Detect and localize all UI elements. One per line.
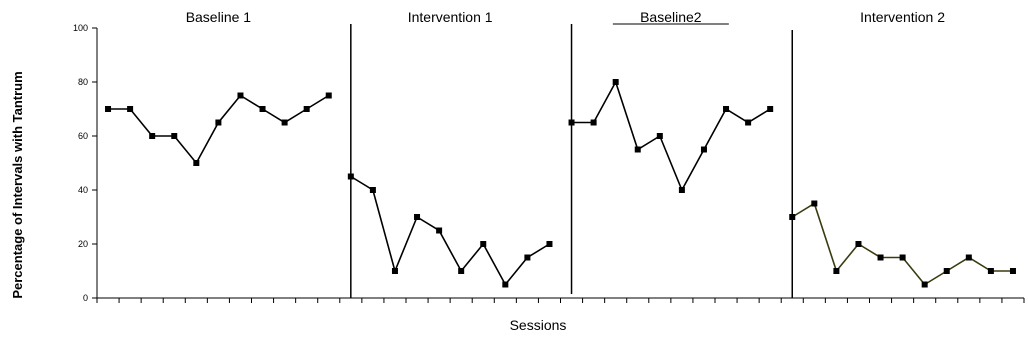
x-axis-label: Sessions (510, 317, 567, 333)
y-tick-label: 20 (78, 239, 88, 249)
phase-label: Baseline 1 (186, 9, 252, 25)
data-point (414, 214, 421, 220)
series-layer (105, 79, 1016, 288)
series-line (350, 175, 550, 286)
y-axis-label: Percentage of Intervals with Tantrum (10, 71, 25, 298)
data-point (833, 268, 840, 274)
data-point (855, 241, 862, 247)
data-point (656, 133, 663, 139)
data-point (347, 173, 354, 180)
data-point (458, 268, 465, 274)
data-point (921, 281, 928, 288)
y-tick-label: 100 (73, 23, 88, 33)
data-point (678, 187, 685, 193)
data-point (127, 106, 134, 112)
data-point (281, 119, 288, 126)
data-point (811, 200, 818, 207)
data-point (634, 146, 641, 153)
data-point (502, 281, 509, 288)
data-point (325, 92, 332, 99)
phase-change-lines (350, 24, 793, 298)
data-point (700, 146, 707, 153)
data-point (237, 92, 244, 99)
data-point (767, 106, 774, 112)
phase-label: Baseline2 (640, 9, 702, 25)
data-point (899, 254, 906, 261)
data-point (723, 106, 730, 112)
data-point (943, 268, 950, 274)
data-point (480, 241, 487, 247)
data-point (789, 214, 796, 220)
data-point (149, 133, 156, 139)
series-line (571, 79, 771, 192)
y-tick-label: 80 (78, 77, 88, 87)
phase-label: Intervention 1 (408, 9, 493, 25)
data-point (1009, 268, 1016, 274)
data-point (590, 119, 597, 126)
data-point (436, 227, 443, 234)
data-point (745, 119, 752, 126)
data-point (568, 119, 575, 126)
phase-labels: Baseline 1 Intervention 1 Baseline2 Interve… (186, 9, 946, 25)
data-point (987, 268, 994, 274)
series-line (108, 94, 330, 165)
data-point (259, 106, 266, 112)
data-point (193, 160, 200, 166)
data-point (303, 106, 310, 112)
phase-label: Intervention 2 (860, 9, 945, 25)
data-point (215, 119, 222, 126)
data-point (546, 241, 553, 247)
data-point (391, 268, 398, 274)
data-point (524, 254, 531, 261)
data-point (612, 79, 619, 85)
data-point (965, 254, 972, 261)
data-point (369, 187, 376, 193)
data-point (105, 106, 112, 112)
series-line (791, 202, 1013, 286)
data-point (171, 133, 178, 139)
data-point (877, 254, 884, 261)
y-tick-label: 60 (78, 131, 88, 141)
axes: 0 20 40 60 80 100 (73, 23, 1025, 303)
y-tick-label: 40 (78, 185, 88, 195)
y-tick-label: 0 (83, 293, 88, 303)
